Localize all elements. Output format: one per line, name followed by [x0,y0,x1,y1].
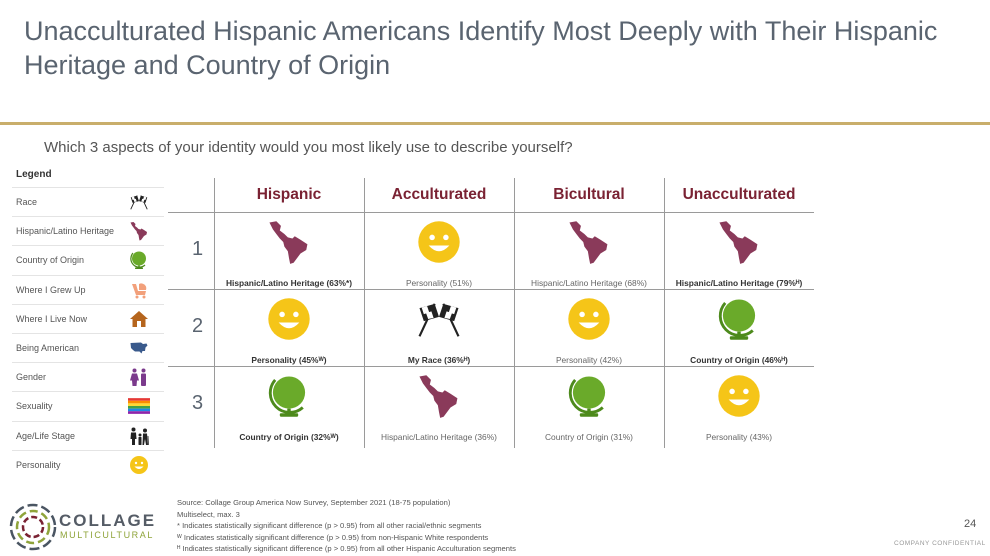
page-number: 24 [964,518,977,530]
legend-label: Where I Live Now [16,313,88,324]
legend-label: Hispanic/Latino Heritage [16,226,115,237]
latin-america-map-icon [713,219,765,265]
cell-label: Personality (45%ᵂ) [251,355,327,365]
gold-divider [0,122,990,125]
globe-icon [563,373,615,419]
legend-label: Age/Life Stage [16,430,76,441]
legend-item-age-life-stage: Age/Life Stage [12,422,164,451]
rank-label: 2 [192,315,204,337]
rank-label: 3 [192,392,204,414]
source-line: Multiselect, max. 3 [177,509,240,519]
column-header-acculturated: Acculturated [391,186,487,203]
confidential-label: COMPANY CONFIDENTIAL [894,540,986,547]
cell-label: Personality (51%) [405,278,473,288]
grid-divider [364,178,365,448]
grid-divider [514,178,515,448]
baby-stroller-icon [128,280,150,300]
legend-item-country-of-origin: Country of Origin [12,246,164,276]
latin-america-map-icon [413,373,465,419]
legend-panel: Legend Race Hispanic/Latino Heritage Cou… [12,166,164,480]
source-line: ᴴ Indicates statistically significant di… [177,544,516,553]
legend-label: Gender [16,372,47,383]
cell-label: Personality (43%) [705,432,773,442]
column-header-hispanic: Hispanic [256,186,322,203]
smiley-face-icon [413,219,465,265]
cell-label: My Race (36%ᴴ) [407,355,471,365]
house-icon [128,309,150,329]
rainbow-flag-icon [128,396,150,416]
legend-label: Where I Grew Up [16,284,86,295]
legend-label: Personality [16,459,61,470]
family-icon [128,426,150,446]
grid-cell: Personality (51%) [364,213,514,290]
logo-subtitle: MULTICULTURAL [60,530,154,540]
cell-label: Hispanic/Latino Heritage (63%*) [225,278,353,288]
cell-label: Hispanic/Latino Heritage (36%) [381,432,497,442]
legend-item-hispanic-heritage: Hispanic/Latino Heritage [12,217,164,247]
legend-label: Country of Origin [16,255,85,266]
grid-cell: Country of Origin (46%ᴴ) [664,290,814,367]
latin-america-map-icon [263,219,315,265]
usa-map-icon [128,338,150,358]
smiley-face-icon [263,296,315,342]
cell-label: Country of Origin (31%) [545,432,633,442]
cell-label: Hispanic/Latino Heritage (79%ᴴ) [675,278,803,288]
legend-label: Race [16,197,38,207]
smiley-face-icon [563,296,615,342]
legend-item-where-live-now: Where I Live Now [12,305,164,334]
legend-heading: Legend [12,166,164,188]
grid-cell: Personality (45%ᵂ) [214,290,364,367]
collage-logo-icon [9,503,57,551]
legend-item-personality: Personality [12,451,164,480]
checkered-flags-icon [413,296,465,342]
gender-people-icon [128,367,150,387]
legend-label: Being American [16,342,80,353]
globe-icon [128,250,150,270]
grid-divider [664,178,665,448]
slide-title: Unacculturated Hispanic Americans Identi… [24,16,938,80]
column-header-bicultural: Bicultural [553,186,625,203]
survey-question: Which 3 aspects of your identity would y… [44,139,573,156]
checkered-flags-icon [128,192,150,212]
grid-divider [168,366,814,367]
grid-cell: Country of Origin (31%) [514,367,664,444]
grid-divider [168,289,814,290]
grid-cell: Personality (42%) [514,290,664,367]
grid-cell: Country of Origin (32%ᵂ) [214,367,364,444]
latin-america-map-icon [563,219,615,265]
grid-cell: Hispanic/Latino Heritage (36%) [364,367,514,444]
legend-item-race: Race [12,188,164,218]
latin-america-map-icon [128,221,150,241]
smiley-face-icon [713,373,765,419]
source-line: Source: Collage Group America Now Survey… [177,498,451,507]
legend-item-sexuality: Sexuality [12,392,164,422]
grid-divider [168,212,814,213]
source-notes: Source: Collage Group America Now Survey… [177,497,516,555]
grid-cell: Hispanic/Latino Heritage (68%) [514,213,664,290]
rank-label: 1 [192,238,204,260]
column-header-unacculturated: Unacculturated [682,186,796,203]
ranking-grid: Hispanic Acculturated Bicultural Unaccul… [168,178,818,448]
cell-label: Hispanic/Latino Heritage (68%) [531,278,647,288]
cell-label: Country of Origin (46%ᴴ) [690,355,788,365]
legend-label: Sexuality [16,401,53,412]
legend-item-where-grew-up: Where I Grew Up [12,276,164,305]
cell-label: Country of Origin (32%ᵂ) [239,432,339,442]
grid-divider [214,178,215,448]
legend-item-gender: Gender [12,363,164,393]
source-line: * Indicates statistically significant di… [177,521,482,530]
legend-item-being-american: Being American [12,334,164,364]
globe-icon [713,296,765,342]
grid-cell: My Race (36%ᴴ) [364,290,514,367]
globe-icon [263,373,315,419]
grid-cell: Hispanic/Latino Heritage (63%*) [214,213,364,290]
grid-cell: Hispanic/Latino Heritage (79%ᴴ) [664,213,814,290]
source-line: ᵂ Indicates statistically significant di… [177,532,489,542]
logo-wordmark: COLLAGE [59,511,157,530]
grid-cell: Personality (43%) [664,367,814,444]
smiley-face-icon [128,455,150,475]
cell-label: Personality (42%) [555,355,623,365]
